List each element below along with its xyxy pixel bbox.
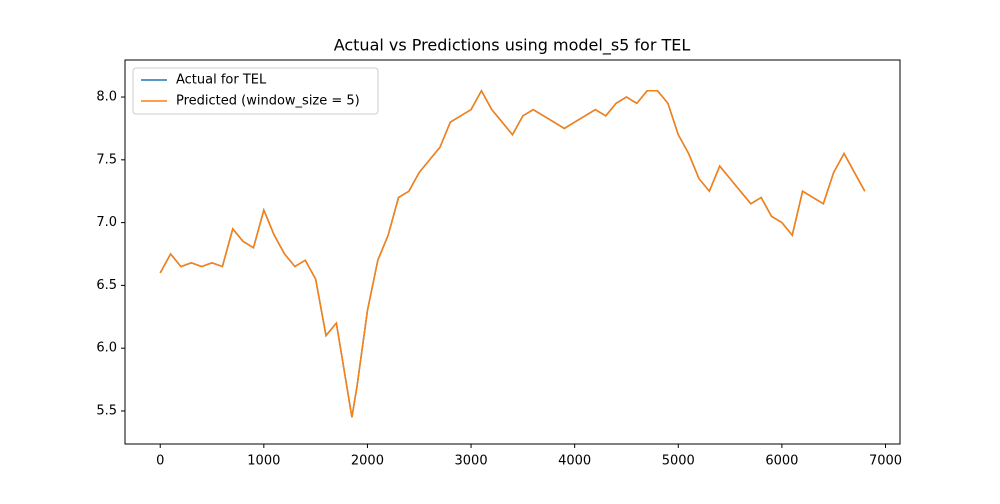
plot-frame [124,59,901,445]
x-tick-label: 7000 [869,454,902,469]
x-tick-label: 2000 [351,454,384,469]
legend-label: Predicted (window_size = 5) [176,94,360,109]
y-tick-label: 6.0 [96,341,117,356]
series-line [159,89,866,418]
y-tick-label: 5.5 [96,403,117,418]
legend: Actual for TEL Predicted (window_size = 5… [132,67,379,115]
y-tick-label: 7.5 [96,152,117,167]
legend-label: Actual for TEL [176,73,267,88]
x-tick-label: 0 [156,454,164,469]
y-tick-label: 7.0 [96,215,117,230]
y-tick-label: 8.0 [96,90,117,105]
series-line [159,89,866,418]
x-tick-label: 3000 [455,454,488,469]
y-tick-label: 6.5 [96,278,117,293]
x-tick-label: 1000 [247,454,280,469]
x-tick-label: 5000 [662,454,695,469]
x-tick-label: 4000 [558,454,591,469]
chart-title: Actual vs Predictions using model_s5 for… [334,36,691,56]
legend-box [132,67,379,115]
x-tick-label: 6000 [765,454,798,469]
